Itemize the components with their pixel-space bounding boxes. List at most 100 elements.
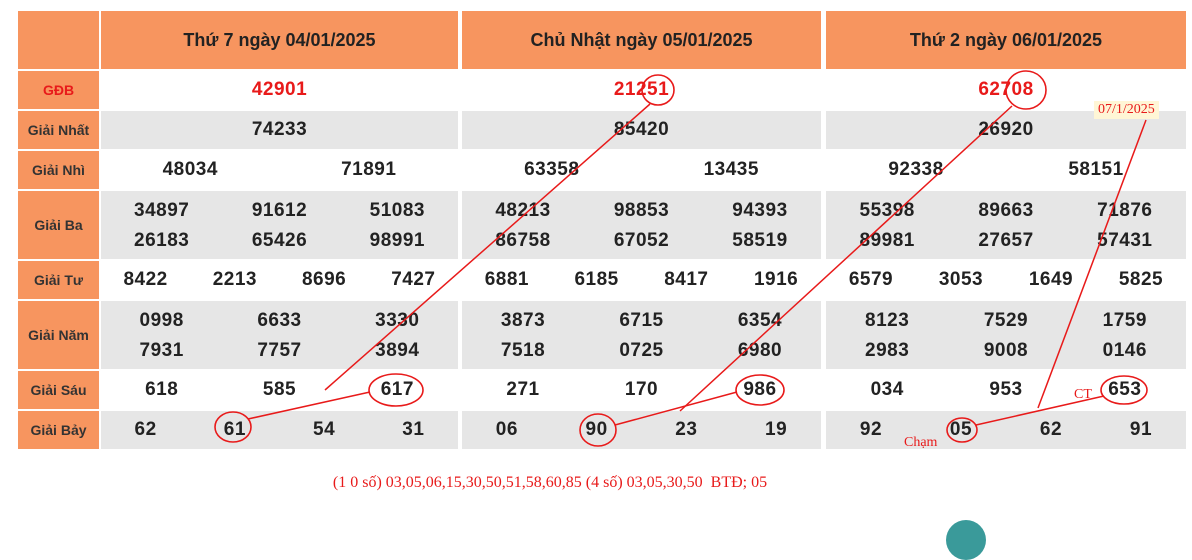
ba-number: 57431 [1097, 230, 1153, 251]
ba-number: 98853 [613, 200, 670, 221]
tu-number: 8696 [301, 269, 347, 290]
bay-number: 92 [859, 419, 883, 440]
sau-number: 585 [262, 379, 297, 400]
ba-number: 26183 [134, 230, 190, 251]
sau-number: 617 [380, 379, 414, 400]
tu-number: 8422 [123, 269, 168, 290]
nam-number: 0725 [619, 340, 664, 361]
nhat-number: 74233 [251, 119, 308, 140]
tu-number: 6881 [484, 269, 530, 290]
gdb-number: 62708 [978, 79, 1034, 100]
cell-gdb [101, 71, 458, 109]
date-note: 07/1/2025 [1094, 101, 1159, 119]
bay-number: 23 [675, 419, 698, 440]
ba-number: 89981 [859, 230, 915, 251]
sau-number: 034 [870, 379, 904, 400]
nam-number: 6980 [737, 340, 783, 361]
ba-number: 94393 [732, 200, 788, 221]
ba-number: 98991 [369, 230, 425, 251]
tu-number: 6185 [574, 269, 619, 290]
header-corner [18, 11, 99, 69]
ba-number: 65426 [251, 230, 308, 251]
nam-number: 7529 [983, 310, 1029, 331]
bay-number: 31 [402, 419, 425, 440]
ba-number: 58519 [732, 230, 788, 251]
row-label: Giải Ba [18, 191, 99, 259]
ba-number: 34897 [134, 200, 190, 221]
nam-number: 6715 [619, 310, 664, 331]
ba-number: 48213 [495, 200, 551, 221]
nam-number: 2983 [865, 340, 910, 361]
bay-number: 90 [585, 419, 608, 440]
day-header: Thứ 7 ngày 04/01/2025 [101, 11, 458, 69]
day-header: Thứ 2 ngày 06/01/2025 [826, 11, 1186, 69]
bay-number: 91 [1129, 419, 1153, 440]
nhi-number: 63358 [524, 159, 580, 180]
nhi-number: 48034 [162, 159, 218, 180]
sau-number: 618 [145, 379, 179, 400]
tu-number: 7427 [391, 269, 436, 290]
ct-note: CT [1074, 387, 1092, 402]
nam-number: 7931 [139, 340, 184, 361]
bay-number: 61 [223, 419, 246, 440]
nhi-number: 13435 [703, 159, 759, 180]
bay-number: 05 [949, 419, 973, 440]
nhi-number: 92338 [888, 159, 944, 180]
cell-nhi [826, 151, 1186, 189]
ba-number: 91612 [251, 200, 308, 221]
gdb-number: 21251 [613, 79, 670, 100]
nam-number: 3330 [375, 310, 420, 331]
bay-number: 06 [495, 419, 518, 440]
tu-number: 1916 [753, 269, 799, 290]
ba-number: 55398 [859, 200, 915, 221]
ba-number: 67052 [613, 230, 670, 251]
row-label: Giải Bảy [18, 411, 99, 449]
row-label: Giải Tư [18, 261, 99, 299]
sau-number: 271 [506, 379, 540, 400]
nam-number: 6354 [737, 310, 783, 331]
nam-number: 3873 [500, 310, 546, 331]
tu-number: 6579 [848, 269, 894, 290]
tu-number: 8417 [664, 269, 709, 290]
nam-number: 0146 [1102, 340, 1147, 361]
day-header: Chủ Nhật ngày 05/01/2025 [462, 11, 821, 69]
tu-number: 1649 [1028, 269, 1074, 290]
nam-number: 7757 [257, 340, 302, 361]
bay-number: 19 [765, 419, 788, 440]
bay-number: 62 [1039, 419, 1063, 440]
row-label: GĐB [18, 71, 99, 109]
bay-number: 62 [134, 419, 157, 440]
nam-number: 7518 [500, 340, 546, 361]
nam-number: 6633 [257, 310, 302, 331]
nam-number: 1759 [1102, 310, 1147, 331]
nhat-number: 85420 [613, 119, 670, 140]
nam-number: 0998 [139, 310, 184, 331]
nhat-number: 26920 [978, 119, 1034, 140]
tu-number: 2213 [212, 269, 258, 290]
ba-number: 71876 [1097, 200, 1153, 221]
nam-number: 3894 [375, 340, 420, 361]
sau-number: 653 [1108, 379, 1142, 400]
nhi-number: 58151 [1068, 159, 1124, 180]
nam-number: 9008 [983, 340, 1029, 361]
nam-number: 8123 [865, 310, 910, 331]
ba-number: 89663 [978, 200, 1034, 221]
sau-number: 953 [989, 379, 1023, 400]
gdb-number: 42901 [251, 79, 308, 100]
ba-number: 86758 [495, 230, 551, 251]
cham-note: Chạm [904, 435, 938, 450]
sau-number: 986 [743, 379, 777, 400]
ba-number: 27657 [978, 230, 1034, 251]
bay-number: 54 [313, 419, 336, 440]
footer-summary: (1 0 số) 03,05,06,15,30,50,51,58,60,85 (… [332, 474, 768, 491]
ba-number: 51083 [369, 200, 425, 221]
row-label: Giải Sáu [18, 371, 99, 409]
row-label: Giải Nhì [18, 151, 99, 189]
tu-number: 3053 [938, 269, 984, 290]
cell-nhi [462, 151, 821, 189]
sau-number: 170 [624, 379, 659, 400]
row-label: Giải Năm [18, 301, 99, 369]
cell-nhi [101, 151, 458, 189]
row-label: Giải Nhất [18, 111, 99, 149]
logo-badge [946, 520, 986, 560]
